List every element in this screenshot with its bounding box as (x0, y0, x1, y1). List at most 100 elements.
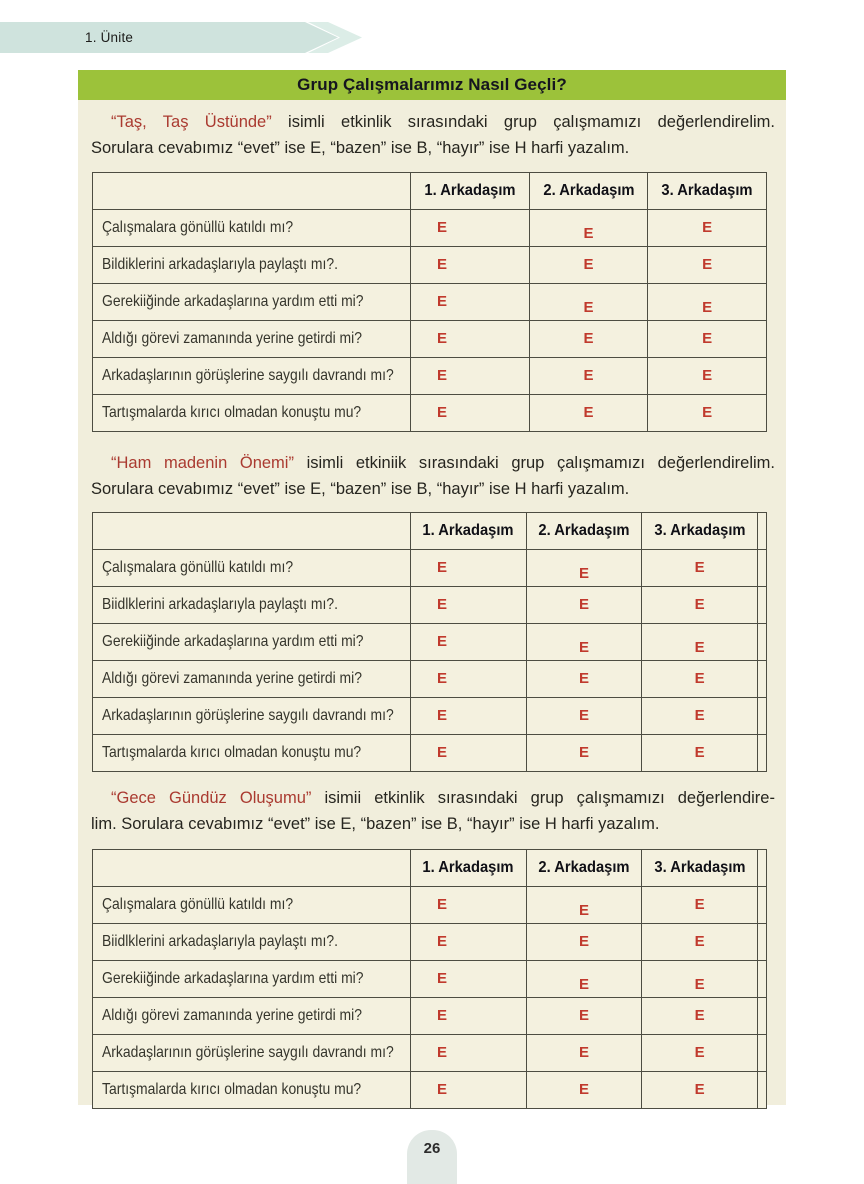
section-intro: “Taş, Taş Üstünde” isimli etkinlik sıras… (91, 109, 775, 161)
answer-letter: E (437, 896, 448, 913)
answer-cell: E (410, 549, 527, 587)
answer-cell: E (410, 320, 530, 358)
answer-cell: E (641, 886, 758, 924)
answer-cell: E (525, 623, 643, 661)
page-edge-cell (757, 697, 767, 735)
evaluation-table: 1. Arkadaşım 2. Arkadaşım 3. Arkadaşım Çal… (92, 172, 767, 432)
answer-cell: E (528, 246, 649, 284)
intro-text: isimli etkinlik sırasındaki grup çalışma… (271, 113, 775, 131)
table-row: Arkadaşlarının görüşlerine saygılı davra… (92, 697, 767, 735)
answer-cell: E (410, 997, 527, 1035)
answer-letter: E (694, 596, 705, 613)
answer-cell: E (525, 923, 643, 961)
question-cell: Arkadaşlarının görüşlerine saygılı davra… (92, 357, 411, 395)
table-row: Bildiklerini arkadaşlarıyla paylaştı mı?… (92, 246, 767, 284)
table-row: Tartışmalarda kırıcı olmadan konuştu mu?… (92, 394, 767, 432)
question-cell: Biidlklerini arkadaşlarıyla paylaştı mı?… (92, 586, 411, 624)
answer-letter: E (578, 902, 589, 919)
answer-cell: E (410, 246, 530, 284)
answer-letter: E (578, 639, 589, 656)
question-cell: Aldığı görevi zamanında yerine getirdi m… (92, 997, 411, 1035)
answer-letter: E (694, 559, 705, 576)
page-edge-cell (757, 997, 767, 1035)
intro-line-2: Sorulara cevabımız “evet” ise E, “bazen”… (91, 139, 630, 157)
answer-cell: E (525, 886, 643, 924)
intro-line-1: “Taş, Taş Üstünde” isimli etkinlik sıras… (91, 109, 775, 135)
question-cell: Tartışmalarda kırıcı olmadan konuştu mu? (92, 734, 411, 772)
table-row: Arkadaşlarının görüşlerine saygılı davra… (92, 1034, 767, 1072)
page-edge-cell (757, 960, 767, 998)
page-edge-cell (757, 660, 767, 698)
evaluation-table: 1. Arkadaşım 2. Arkadaşım 3. Arkadaşım Çal… (92, 849, 767, 1109)
table-row: Çalışmalara gönüllü katıldı mı? E E E (92, 549, 767, 587)
answer-cell: E (410, 923, 527, 961)
answer-cell: E (647, 394, 767, 432)
table-row: Gerekiiğinde arkadaşlarına yardım etti m… (92, 960, 767, 998)
answer-letter: E (437, 633, 448, 650)
activity-name: “Ham madenin Önemi” (111, 454, 294, 472)
answer-cell: E (410, 734, 527, 772)
column-header: 1. Arkadaşım (410, 512, 527, 550)
answer-cell: E (525, 586, 643, 624)
answer-letter: E (702, 367, 713, 384)
answer-cell: E (410, 886, 527, 924)
question-cell: Bildiklerini arkadaşlarıyla paylaştı mı?… (92, 246, 411, 284)
answer-letter: E (694, 1007, 705, 1024)
answer-letter: E (437, 219, 448, 236)
answer-letter: E (437, 1081, 448, 1098)
answer-letter: E (437, 404, 448, 421)
column-header: 3. Arkadaşım (641, 849, 758, 887)
answer-letter: E (437, 559, 448, 576)
answer-cell: E (525, 960, 643, 998)
answer-cell: E (410, 283, 530, 321)
answer-letter: E (702, 404, 713, 421)
answer-cell: E (410, 1071, 527, 1109)
column-header: 3. Arkadaşım (641, 512, 758, 550)
answer-cell: E (525, 549, 643, 587)
table-row: Aldığı görevi zamanında yerine getirdi m… (92, 320, 767, 358)
answer-letter: E (583, 330, 594, 347)
answer-cell: E (528, 320, 649, 358)
answer-cell: E (410, 209, 530, 247)
answer-letter: E (437, 330, 448, 347)
worksheet-title-bar: Grup Çalışmalarımız Nasıl Geçli? (78, 70, 786, 100)
worksheet-section: “Gece Gündüz Oluşumu” isimii etkinlik sı… (91, 785, 775, 1109)
question-cell: Arkadaşlarının görüşlerine saygılı davra… (92, 697, 411, 735)
table-row: Gerekiiğinde arkadaşlarına yardım etti m… (92, 283, 767, 321)
question-cell: Arkadaşlarının görüşlerine saygılı davra… (92, 1034, 411, 1072)
answer-letter: E (694, 933, 705, 950)
answer-letter: E (694, 976, 705, 993)
table-header-row: 1. Arkadaşım 2. Arkadaşım 3. Arkadaşım (92, 512, 767, 550)
answer-letter: E (702, 219, 713, 236)
table-row: Çalışmalara gönüllü katıldı mı? E E E (92, 209, 767, 247)
activity-name: “Gece Gündüz Oluşumu” (111, 789, 312, 807)
page-edge-cell (757, 734, 767, 772)
table-row: Tartışmalarda kırıcı olmadan konuştu mu?… (92, 734, 767, 772)
answer-cell: E (641, 549, 758, 587)
question-header-cell (92, 849, 411, 887)
answer-cell: E (410, 357, 530, 395)
section-intro: “Ham madenin Önemi” isimli etkiniik sıra… (91, 450, 775, 502)
section-intro: “Gece Gündüz Oluşumu” isimii etkinlik sı… (91, 785, 775, 837)
column-header: 3. Arkadaşım (647, 172, 767, 210)
worksheet-content: “Taş, Taş Üstünde” isimli etkinlik sıras… (78, 109, 786, 1109)
question-header-cell (92, 172, 411, 210)
page-edge-cell (757, 549, 767, 587)
answer-cell: E (641, 660, 758, 698)
answer-letter: E (578, 707, 589, 724)
answer-letter: E (702, 330, 713, 347)
answer-cell: E (410, 623, 527, 661)
answer-cell: E (641, 697, 758, 735)
answer-letter: E (578, 976, 589, 993)
answer-cell: E (647, 209, 767, 247)
answer-cell: E (528, 394, 649, 432)
answer-letter: E (583, 367, 594, 384)
answer-letter: E (694, 1044, 705, 1061)
answer-letter: E (694, 670, 705, 687)
answer-cell: E (525, 697, 643, 735)
intro-text: isimii etkinlik sırasındaki grup çalışma… (311, 789, 775, 807)
page-edge-cell (757, 849, 767, 887)
answer-letter: E (694, 1081, 705, 1098)
answer-cell: E (641, 997, 758, 1035)
answer-letter: E (578, 596, 589, 613)
